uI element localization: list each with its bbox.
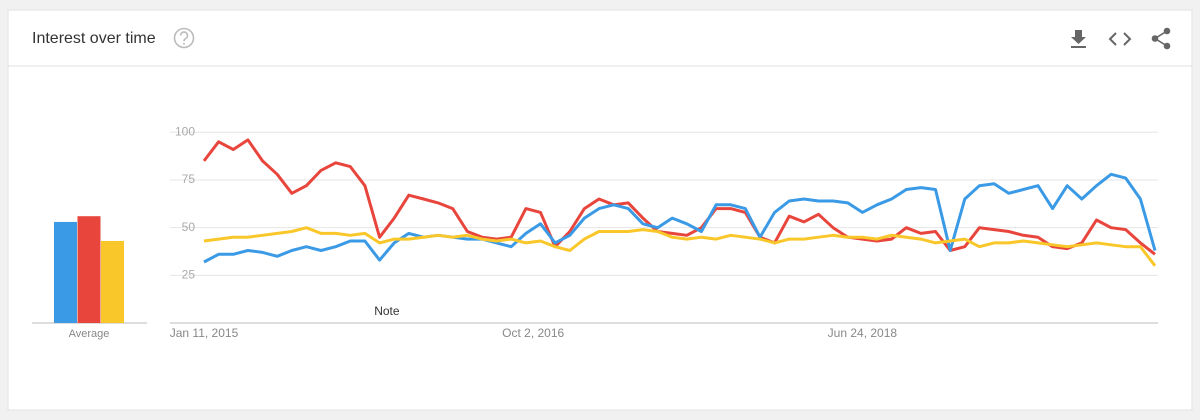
download-icon[interactable] <box>1071 30 1086 48</box>
average-bar <box>77 216 101 323</box>
y-tick-label: 100 <box>175 124 195 138</box>
x-tick-label: Jun 24, 2018 <box>828 326 898 340</box>
average-bar <box>101 240 124 323</box>
series-line <box>202 138 1156 256</box>
y-tick-label: 25 <box>182 267 196 281</box>
embed-icon[interactable] <box>1108 32 1132 46</box>
y-tick-label: 50 <box>182 220 196 234</box>
average-label: Average <box>69 328 110 340</box>
share-icon[interactable] <box>1151 27 1171 50</box>
average-bar <box>54 221 77 323</box>
help-icon[interactable] <box>173 27 195 49</box>
x-tick-label: Oct 2, 2016 <box>502 326 564 340</box>
series-line <box>203 172 1157 264</box>
card <box>7 9 1193 411</box>
annotation: Note <box>374 304 400 318</box>
chart-title: Interest over time <box>32 30 156 47</box>
series-line <box>203 226 1157 267</box>
y-tick-label: 75 <box>182 172 196 186</box>
x-tick-label: Jan 11, 2015 <box>170 326 239 340</box>
